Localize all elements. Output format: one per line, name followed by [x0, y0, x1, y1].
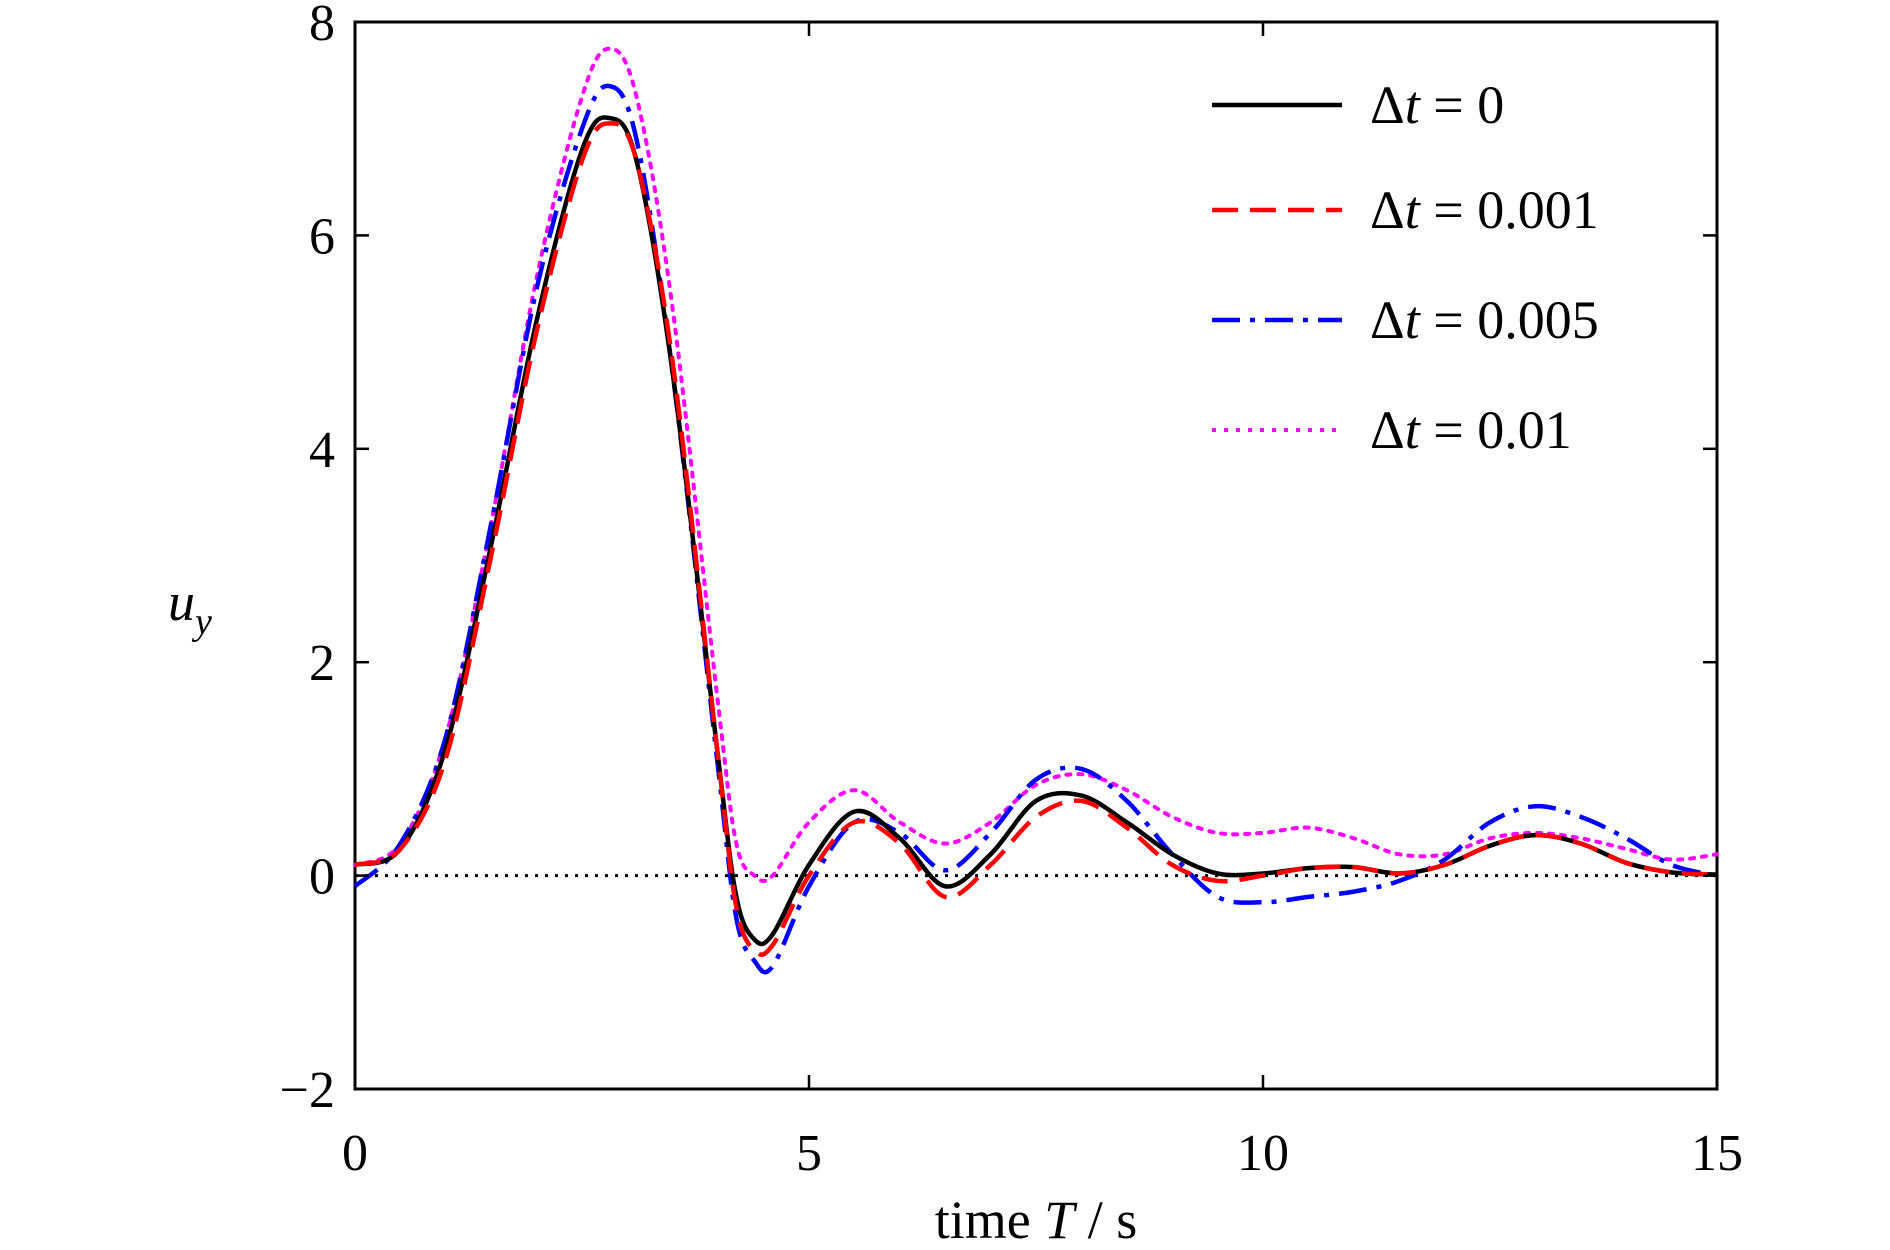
series-line-2	[353, 83, 1718, 975]
x-tick-label: 10	[1237, 1125, 1289, 1182]
legend: Δt = 0 Δt = 0.001 Δt = 0.005 Δt = 0.01	[1212, 75, 1599, 460]
y-axis-label: uy	[168, 572, 212, 643]
series-layer	[353, 46, 1719, 975]
x-tick-label: 5	[796, 1125, 822, 1182]
x-axis-label: time T / s	[935, 1190, 1138, 1245]
legend-label-3: Δt = 0.01	[1370, 400, 1572, 460]
series-line-1	[354, 121, 1718, 957]
y-tick-label: 6	[309, 208, 335, 265]
legend-label-0: Δt = 0	[1370, 75, 1504, 135]
legend-label-1: Δt = 0.001	[1370, 180, 1599, 240]
y-tick-label: 8	[309, 0, 335, 52]
y-tick-label: 4	[309, 422, 335, 479]
series-line-3	[353, 46, 1719, 883]
plot-frame	[353, 20, 1719, 1091]
y-tick-label: 2	[309, 635, 335, 692]
x-tick-label: 0	[342, 1125, 368, 1182]
series-line-0	[354, 115, 1718, 947]
y-tick-label: −2	[280, 1062, 335, 1119]
x-tick-label: 15	[1691, 1125, 1743, 1182]
y-tick-label: 0	[309, 849, 335, 906]
legend-label-2: Δt = 0.005	[1370, 290, 1599, 350]
